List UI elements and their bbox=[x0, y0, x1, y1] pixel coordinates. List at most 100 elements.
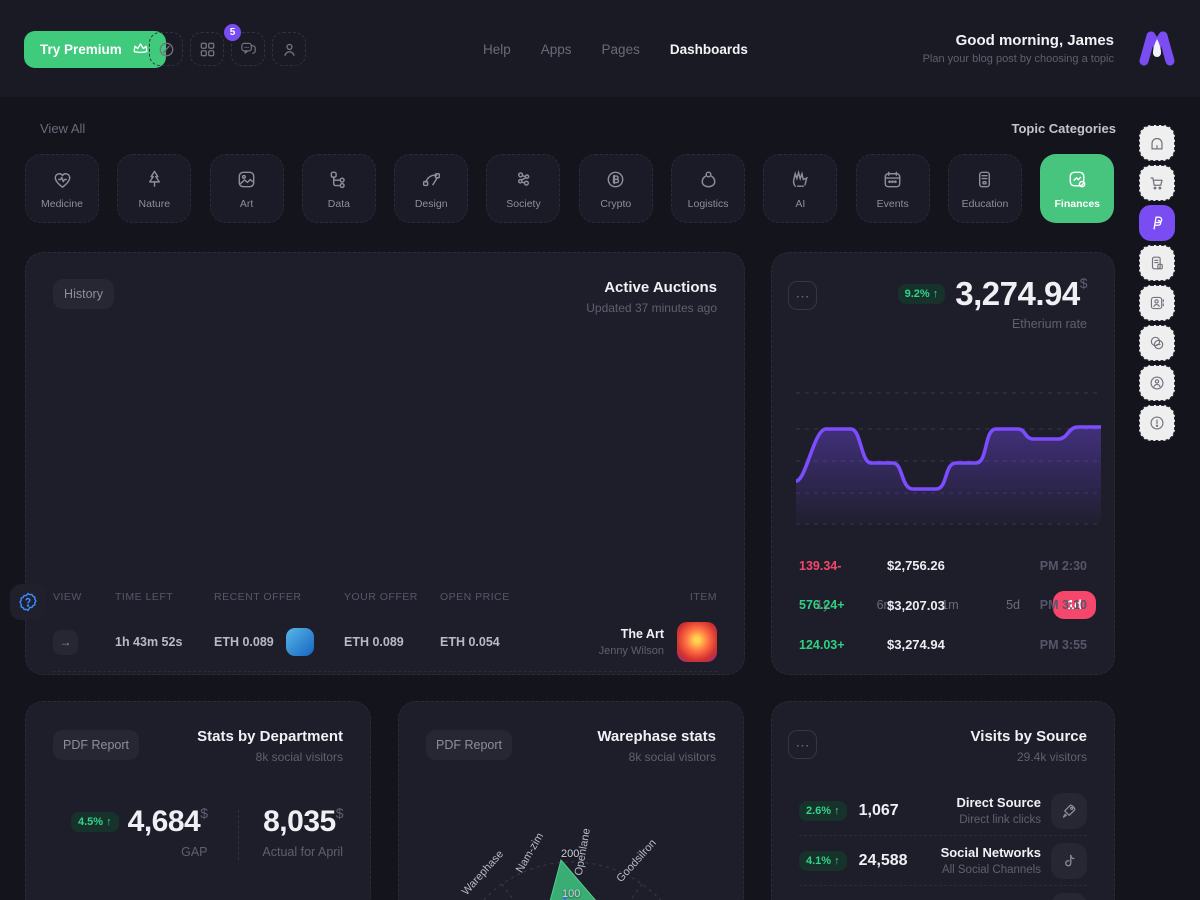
visits-source-label: Direct Source bbox=[956, 795, 1041, 810]
col-view: VIEW bbox=[53, 591, 82, 603]
tx-amount: $3,207.03 bbox=[887, 597, 945, 613]
help-button[interactable] bbox=[10, 584, 46, 620]
col-recent-offer: RECENT OFFER bbox=[214, 591, 302, 603]
auctions-title: Active Auctions bbox=[604, 279, 717, 296]
topic-tile-education[interactable]: Education bbox=[947, 154, 1022, 223]
design-icon-button[interactable] bbox=[149, 32, 183, 66]
topic-tile-events[interactable]: Events bbox=[855, 154, 930, 223]
rocket-icon[interactable] bbox=[1051, 792, 1087, 829]
music-note-icon[interactable] bbox=[1051, 842, 1087, 879]
question-badge-icon bbox=[19, 592, 37, 612]
topic-categories-title: Topic Categories bbox=[1011, 121, 1116, 136]
education-icon bbox=[979, 171, 991, 187]
ellipsis-icon[interactable]: ⋯ bbox=[788, 281, 817, 310]
account-icon[interactable] bbox=[1139, 365, 1175, 401]
col-open-price: OPEN PRICE bbox=[440, 591, 510, 603]
etherium-line-chart bbox=[796, 392, 1101, 525]
top-header: Try Premium 5 Help Apps Pages Dashboards bbox=[0, 0, 1200, 97]
topic-tile-finances[interactable]: Finances bbox=[1040, 154, 1115, 223]
pdf-report-button[interactable]: PDF Report bbox=[53, 730, 139, 760]
range-5d[interactable]: 5d bbox=[992, 591, 1034, 619]
list-item: 4.1% ↑ 24,588 Social Networks All Social… bbox=[799, 836, 1087, 886]
try-premium-button[interactable]: Try Premium bbox=[24, 31, 166, 68]
finances-icon bbox=[1069, 171, 1086, 187]
visits-title: Visits by Source bbox=[970, 728, 1087, 745]
col-item: ITEM bbox=[689, 591, 717, 603]
home-icon[interactable] bbox=[1139, 125, 1175, 161]
nav-help[interactable]: Help bbox=[483, 42, 511, 57]
crypto-icon bbox=[607, 171, 624, 187]
item-thumbnail[interactable] bbox=[677, 622, 717, 662]
currency-symbol: $ bbox=[1079, 275, 1088, 291]
art-icon bbox=[238, 171, 255, 187]
open-auction-button[interactable]: → bbox=[53, 629, 78, 655]
visits-source-sublabel: Direct link clicks bbox=[959, 814, 1041, 826]
range-1m[interactable]: 1m bbox=[927, 591, 972, 619]
auctions-table-header: VIEW TIME LEFT RECENT OFFER YOUR OFFER O… bbox=[53, 585, 717, 609]
paypal-icon[interactable] bbox=[1139, 205, 1175, 241]
range-6m[interactable]: 6m bbox=[863, 591, 908, 619]
topic-tile-logistics[interactable]: Logistics bbox=[671, 154, 746, 223]
visits-value: 1,067 bbox=[858, 801, 899, 819]
visits-title-block: Visits by Source 29.4k visitors bbox=[971, 728, 1087, 764]
ellipsis-icon[interactable]: ⋯ bbox=[788, 730, 817, 759]
warephase-subtitle: 8k social visitors bbox=[628, 750, 716, 764]
topic-tile-crypto[interactable]: Crypto bbox=[578, 154, 653, 223]
item-owner: Jenny Wilson bbox=[598, 645, 664, 657]
medicine-icon bbox=[54, 172, 70, 188]
stats-title: Stats by Department bbox=[197, 728, 343, 745]
topic-tiles: Medicine Nature Art Data Design Society … bbox=[25, 154, 1115, 223]
topic-tile-medicine[interactable]: Medicine bbox=[25, 154, 99, 223]
coins-icon[interactable] bbox=[1139, 325, 1175, 361]
nav-apps[interactable]: Apps bbox=[540, 42, 572, 57]
topic-label: Society bbox=[506, 197, 541, 210]
open-price: ETH 0.054 bbox=[440, 635, 500, 649]
view-all-link[interactable]: View All bbox=[40, 121, 86, 136]
header-icon-buttons: 5 bbox=[149, 24, 306, 66]
range-1d[interactable]: 1d bbox=[1053, 591, 1096, 619]
stats-title-block: Stats by Department 8k social visitors bbox=[197, 728, 343, 764]
contacts-icon[interactable] bbox=[1139, 285, 1175, 321]
recent-offer: ETH 0.089 bbox=[214, 635, 274, 649]
apps-grid-icon-button[interactable] bbox=[190, 32, 224, 66]
tx-change: 139.34- bbox=[799, 558, 842, 573]
visits-source-sublabel: All Social Channels bbox=[941, 864, 1041, 876]
warephase-title: Warephase stats bbox=[597, 728, 716, 745]
pdf-report-button[interactable]: PDF Report bbox=[426, 730, 512, 760]
transactions-list: 139.34- $2,756.26 PM 2:30 576.24+ $3,207… bbox=[799, 546, 1087, 665]
mail-icon[interactable] bbox=[1051, 893, 1087, 900]
topic-tile-nature[interactable]: Nature bbox=[117, 154, 192, 223]
messages-icon-button[interactable]: 5 bbox=[224, 24, 265, 66]
stats-divider bbox=[238, 810, 239, 860]
nav-dashboards[interactable]: Dashboards bbox=[669, 42, 748, 57]
topic-tile-design[interactable]: Design bbox=[394, 154, 469, 223]
warephase-radar-chart bbox=[482, 858, 662, 900]
report-icon[interactable] bbox=[1139, 245, 1175, 281]
topic-label: Medicine bbox=[40, 197, 84, 210]
nav-pages[interactable]: Pages bbox=[601, 42, 640, 57]
radar-series-blue bbox=[562, 894, 569, 900]
visits-value: 24,588 bbox=[858, 851, 908, 869]
col-time-left: TIME LEFT bbox=[115, 591, 174, 603]
nature-icon bbox=[148, 170, 160, 187]
visits-by-source-panel: ⋯ Visits by Source 29.4k visitors 2.6% ↑… bbox=[771, 701, 1115, 900]
events-calendar-icon bbox=[884, 171, 901, 187]
alerts-icon[interactable] bbox=[1139, 405, 1175, 441]
notification-badge: 5 bbox=[224, 24, 241, 41]
profile-icon-button[interactable] bbox=[272, 32, 306, 66]
cart-icon[interactable] bbox=[1139, 165, 1175, 201]
topic-tile-society[interactable]: Society bbox=[486, 154, 561, 223]
range-1y[interactable]: 1y bbox=[802, 591, 843, 619]
visits-change-badge: 2.6% ↑ bbox=[799, 800, 847, 821]
currency-symbol: $ bbox=[200, 805, 208, 821]
topic-tile-data[interactable]: Data bbox=[301, 154, 376, 223]
society-icon bbox=[517, 171, 530, 186]
topic-tile-ai[interactable]: AI bbox=[763, 154, 838, 223]
topic-tile-art[interactable]: Art bbox=[209, 154, 284, 223]
topic-label: Logistics bbox=[687, 197, 729, 210]
currency-symbol: $ bbox=[335, 805, 344, 821]
history-button[interactable]: History bbox=[53, 279, 114, 309]
design-bezier-icon bbox=[422, 172, 440, 186]
actual-label: Actual for April bbox=[262, 845, 343, 859]
gap-value: 4,684 bbox=[127, 805, 201, 838]
